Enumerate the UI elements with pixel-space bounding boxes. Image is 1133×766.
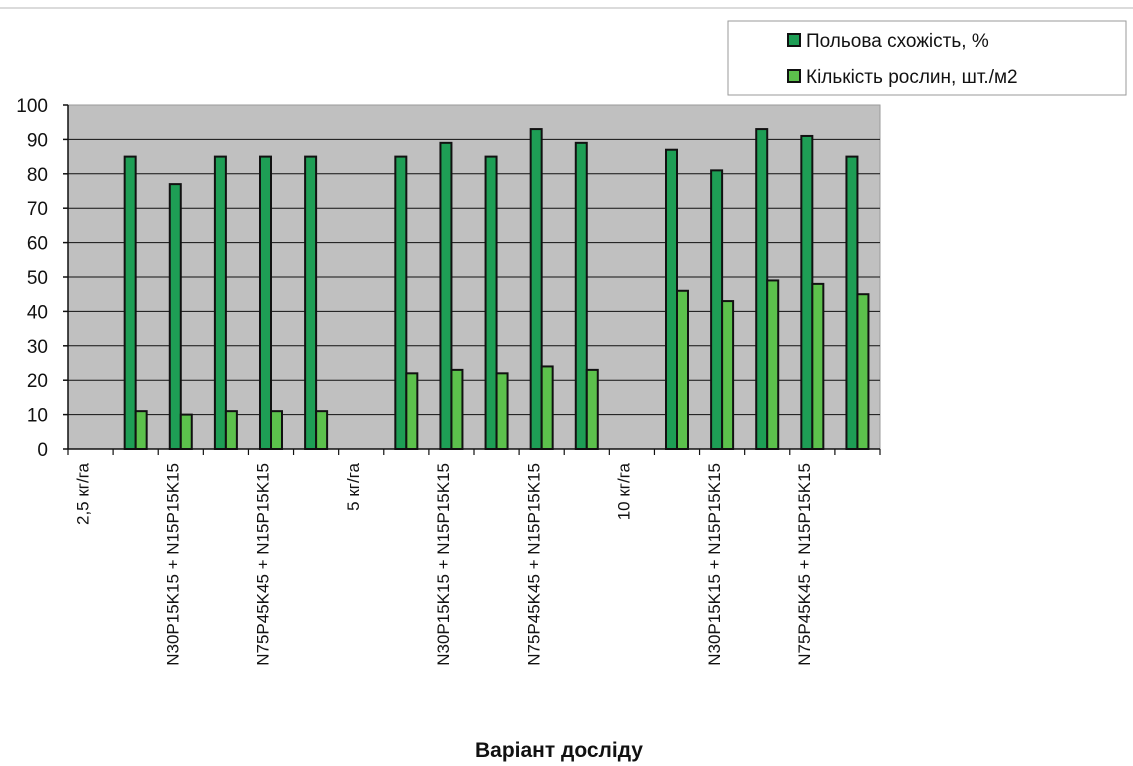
bar-field-germination bbox=[394, 155, 408, 450]
x-axis-ticks bbox=[67, 449, 881, 455]
bar-plant-count bbox=[224, 410, 238, 451]
bar-plant-count bbox=[495, 372, 509, 451]
bar-field-germination bbox=[710, 169, 724, 451]
bar-field-germination bbox=[484, 155, 498, 450]
bar-plant-count bbox=[450, 368, 464, 451]
gridlines bbox=[68, 138, 880, 416]
bar-field-germination bbox=[755, 128, 769, 451]
y-tick-label: 40 bbox=[27, 302, 48, 323]
y-tick-label: 70 bbox=[27, 199, 48, 220]
y-tick-label: 100 bbox=[16, 96, 48, 117]
legend-label-field-germination: Польова схожість, % bbox=[806, 31, 989, 52]
bar-plant-count bbox=[856, 293, 870, 451]
bar-plant-count bbox=[766, 279, 780, 450]
y-tick-label: 50 bbox=[27, 268, 48, 289]
bar-field-germination bbox=[304, 155, 318, 450]
x-category-label: N75P45K45 + N15P15K15 bbox=[795, 463, 814, 666]
x-category-label: N30P15K15 + N15P15K15 bbox=[705, 463, 724, 666]
bar-field-germination bbox=[665, 148, 678, 450]
bar-field-germination bbox=[845, 155, 859, 450]
legend: Польова схожість, % Кількість рослин, шт… bbox=[727, 20, 1127, 96]
bar-field-germination bbox=[529, 128, 543, 451]
x-category-label: N75P45K45 + N15P15K15 bbox=[524, 463, 543, 666]
bar-field-germination bbox=[213, 155, 227, 450]
x-axis-title: Варіант досліду bbox=[475, 739, 643, 762]
y-tick-label: 80 bbox=[27, 165, 48, 186]
x-category-label: N75P45K45 + N15P15K15 bbox=[254, 463, 273, 666]
x-category-label: N30P15K15 + N15P15K15 bbox=[164, 463, 183, 666]
bar-field-germination bbox=[259, 155, 272, 450]
bar-plant-count bbox=[315, 410, 329, 451]
legend-swatch-field-germination bbox=[787, 33, 801, 47]
bar-plant-count bbox=[811, 282, 825, 450]
legend-label-plant-count: Кількість рослин, шт./м2 bbox=[806, 67, 1018, 88]
bar-field-germination bbox=[800, 134, 814, 451]
x-category-label: N30P15K15 + N15P15K15 bbox=[434, 463, 453, 666]
y-axis: 0 10 20 30 40 50 60 70 80 90 100 bbox=[16, 96, 68, 461]
bar-plant-count bbox=[179, 413, 193, 451]
bar-plant-count bbox=[540, 365, 554, 450]
y-tick-label: 20 bbox=[27, 371, 48, 392]
bar-plant-count bbox=[721, 300, 735, 450]
bar-field-germination bbox=[439, 141, 453, 450]
bar-plant-count bbox=[270, 410, 283, 451]
bar-plant-count bbox=[134, 410, 148, 451]
y-tick-label: 10 bbox=[27, 406, 48, 427]
bar-field-germination bbox=[168, 183, 182, 450]
x-category-label: 5 кг/га bbox=[344, 462, 363, 510]
y-tick-label: 0 bbox=[37, 440, 48, 461]
bar-field-germination bbox=[574, 141, 588, 450]
y-tick-label: 60 bbox=[27, 234, 48, 255]
bar-plant-count bbox=[585, 368, 599, 451]
x-category-label: 10 кг/га bbox=[615, 462, 634, 520]
y-tick-label: 30 bbox=[27, 337, 48, 358]
bar-plant-count bbox=[676, 289, 689, 451]
bar-plant-count bbox=[405, 372, 419, 451]
bar-field-germination bbox=[123, 155, 137, 450]
x-category-label: 2,5 кг/га bbox=[73, 462, 92, 525]
x-axis-category-labels: 2,5 кг/га N30P15K15 + N15P15K15 N75P45K45 … bbox=[73, 462, 814, 665]
y-tick-label: 90 bbox=[27, 130, 48, 151]
legend-swatch-plant-count bbox=[787, 69, 801, 83]
